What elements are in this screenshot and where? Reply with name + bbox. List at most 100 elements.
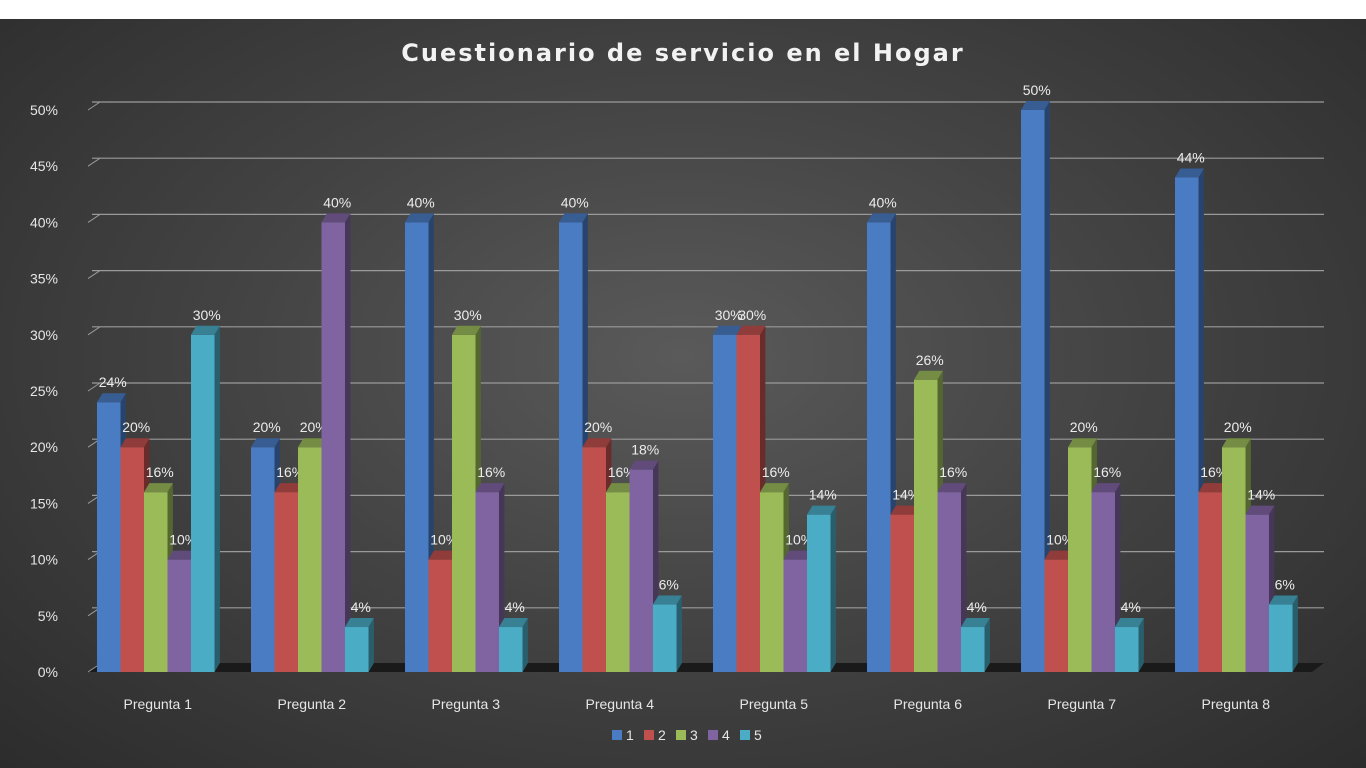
y-tick-label: 5% bbox=[38, 608, 58, 624]
bar bbox=[191, 334, 215, 672]
legend-swatch bbox=[644, 730, 654, 740]
bar-top bbox=[629, 460, 659, 470]
bar-side bbox=[345, 213, 351, 672]
bar bbox=[760, 492, 784, 672]
gridline-connector bbox=[87, 101, 101, 111]
bar bbox=[452, 334, 476, 672]
bar bbox=[807, 514, 831, 672]
gridline-connector bbox=[87, 213, 101, 223]
data-label: 16% bbox=[146, 464, 174, 480]
data-label: 20% bbox=[122, 419, 150, 435]
bar bbox=[653, 604, 677, 672]
data-label: 30% bbox=[738, 307, 766, 323]
data-label: 14% bbox=[892, 487, 920, 503]
bar bbox=[97, 402, 121, 672]
bar bbox=[167, 559, 191, 672]
bar bbox=[475, 492, 499, 672]
legend-label: 4 bbox=[722, 727, 730, 743]
legend-label: 1 bbox=[626, 727, 634, 743]
data-label: 16% bbox=[1200, 464, 1228, 480]
bar-top bbox=[559, 213, 588, 223]
bar bbox=[961, 627, 985, 672]
x-tick-label: Pregunta 1 bbox=[124, 696, 193, 712]
data-label: 4% bbox=[505, 599, 525, 615]
data-label: 10% bbox=[1046, 532, 1074, 548]
data-label: 40% bbox=[323, 194, 351, 210]
x-tick-label: Pregunta 5 bbox=[740, 696, 809, 712]
bar bbox=[736, 334, 760, 672]
bar bbox=[1198, 492, 1222, 672]
bar-top bbox=[1245, 505, 1275, 515]
x-tick-label: Pregunta 4 bbox=[586, 696, 655, 712]
chart-floor bbox=[88, 663, 1324, 672]
y-tick-label: 10% bbox=[30, 552, 58, 568]
data-label: 6% bbox=[659, 577, 679, 593]
x-tick-label: Pregunta 3 bbox=[432, 696, 501, 712]
data-label: 14% bbox=[809, 487, 837, 503]
bar-top bbox=[428, 550, 458, 560]
bar-top bbox=[807, 505, 836, 515]
bar-side bbox=[1138, 618, 1144, 672]
y-tick-label: 45% bbox=[30, 158, 58, 174]
data-label: 4% bbox=[351, 599, 371, 615]
bar-side bbox=[368, 618, 374, 672]
bar-top bbox=[321, 213, 351, 223]
legend-swatch bbox=[676, 730, 686, 740]
bar bbox=[298, 447, 322, 672]
gridline-connector bbox=[87, 157, 101, 167]
y-tick-label: 15% bbox=[30, 495, 58, 511]
data-label: 6% bbox=[1275, 577, 1295, 593]
bar bbox=[1269, 604, 1293, 672]
bar-top bbox=[298, 438, 327, 448]
bar bbox=[120, 447, 144, 672]
y-tick-label: 25% bbox=[30, 383, 58, 399]
bar bbox=[606, 492, 630, 672]
legend-swatch bbox=[708, 730, 718, 740]
bar-side bbox=[1292, 595, 1298, 672]
data-label: 16% bbox=[762, 464, 790, 480]
bar-top bbox=[1021, 101, 1050, 110]
bar-top bbox=[475, 483, 505, 493]
bar-side bbox=[1044, 101, 1050, 672]
data-label: 4% bbox=[1121, 599, 1141, 615]
bar-top bbox=[1269, 595, 1298, 605]
x-tick-label: Pregunta 2 bbox=[278, 696, 347, 712]
bar bbox=[890, 514, 914, 672]
bar-side bbox=[676, 595, 682, 672]
data-label: 20% bbox=[1224, 419, 1252, 435]
data-label: 50% bbox=[1023, 82, 1051, 98]
bar-top bbox=[606, 483, 635, 493]
bar bbox=[251, 447, 275, 672]
bar-top bbox=[144, 483, 173, 493]
data-label: 40% bbox=[869, 194, 897, 210]
bar bbox=[937, 492, 961, 672]
y-tick-label: 50% bbox=[30, 102, 58, 118]
data-label: 16% bbox=[608, 464, 636, 480]
bar-top bbox=[937, 483, 967, 493]
bar bbox=[428, 559, 452, 672]
bar-top bbox=[499, 618, 528, 628]
data-label: 10% bbox=[430, 532, 458, 548]
data-label: 30% bbox=[193, 307, 221, 323]
bar-top bbox=[1198, 483, 1228, 493]
bar-top bbox=[251, 438, 280, 448]
data-label: 20% bbox=[1070, 419, 1098, 435]
y-tick-label: 20% bbox=[30, 439, 58, 455]
bar-top bbox=[1044, 550, 1074, 560]
bar-top bbox=[914, 370, 943, 380]
x-tick-label: Pregunta 8 bbox=[1202, 696, 1271, 712]
bar-top bbox=[783, 550, 813, 560]
bar-side bbox=[984, 618, 990, 672]
bar-top bbox=[890, 505, 920, 515]
data-label: 20% bbox=[253, 419, 281, 435]
bar-top bbox=[97, 393, 126, 403]
bar bbox=[321, 222, 345, 672]
bar-top bbox=[867, 213, 896, 223]
bar bbox=[405, 222, 429, 672]
legend-swatch bbox=[740, 730, 750, 740]
bar-top bbox=[653, 595, 682, 605]
bar-top bbox=[582, 438, 612, 448]
data-label: 30% bbox=[454, 307, 482, 323]
data-label: 16% bbox=[939, 464, 967, 480]
data-label: 30% bbox=[715, 307, 743, 323]
